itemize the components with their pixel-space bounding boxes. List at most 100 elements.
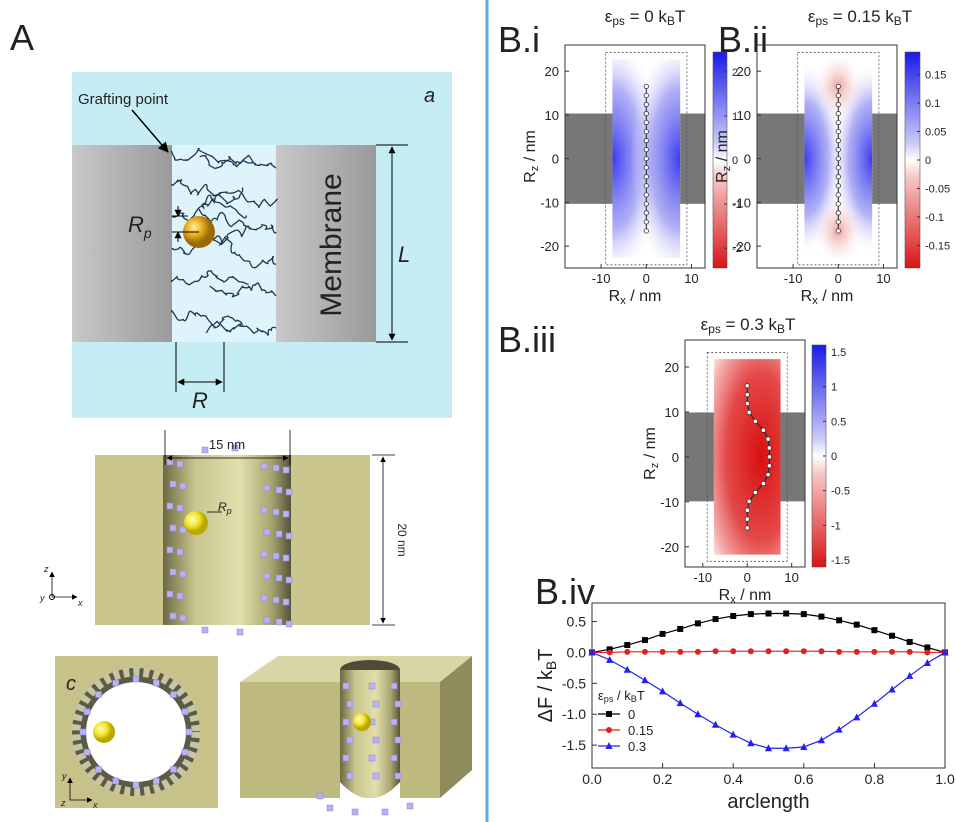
grafting-point xyxy=(170,613,176,619)
grafting-point xyxy=(373,737,379,743)
bead xyxy=(644,202,648,206)
marker xyxy=(801,611,807,617)
bead xyxy=(836,120,840,124)
y-tick-label: -20 xyxy=(732,239,751,254)
membrane-block xyxy=(680,114,705,204)
bead xyxy=(836,166,840,170)
text-part: / k xyxy=(613,688,631,703)
colorbar-tick-label: 0 xyxy=(925,155,931,167)
pore xyxy=(163,455,291,625)
y-tick-label: -1.0 xyxy=(562,706,586,722)
colorbar-tick-label: 0.15 xyxy=(925,70,946,82)
x-tick-label: 0.8 xyxy=(865,771,885,787)
bead xyxy=(644,147,648,151)
marker xyxy=(695,620,701,626)
membrane-block xyxy=(685,412,714,501)
panel-label: B.iv xyxy=(535,571,595,612)
y-axis-label: Rz / nm xyxy=(522,130,541,183)
bead xyxy=(745,517,749,521)
grafting-point xyxy=(343,719,349,725)
bead xyxy=(836,102,840,106)
marker xyxy=(695,649,701,655)
bead xyxy=(836,202,840,206)
bead xyxy=(836,111,840,115)
text-part: / nm xyxy=(736,587,772,604)
y-tick-label: 10 xyxy=(545,108,559,123)
bead xyxy=(747,499,751,503)
panel-label: B.ii xyxy=(718,19,768,60)
grafting-point xyxy=(170,766,176,772)
colorbar-tick-label: 0 xyxy=(831,451,837,463)
particle xyxy=(353,713,371,731)
marker xyxy=(836,649,842,655)
panel-sublabel: c xyxy=(66,673,76,695)
bead xyxy=(745,526,749,530)
marker xyxy=(854,622,860,628)
bead xyxy=(767,464,771,468)
grafting-point xyxy=(261,551,267,557)
bead xyxy=(766,472,770,476)
x-tick-label: 1.0 xyxy=(935,771,955,787)
bead xyxy=(836,220,840,224)
bead xyxy=(767,455,771,459)
y-tick-label: 0 xyxy=(672,450,679,465)
bead xyxy=(745,401,749,405)
grafting-point xyxy=(283,599,289,605)
marker xyxy=(871,649,877,655)
contour-plot: -10010-20-10010201.510.50-0.5-1-1.5Rx / … xyxy=(642,306,850,608)
bead xyxy=(836,156,840,160)
marker xyxy=(907,649,913,655)
axis-label: z xyxy=(43,564,49,574)
y-tick-label: -20 xyxy=(540,239,559,254)
grafting-point xyxy=(167,547,173,553)
bead xyxy=(766,437,770,441)
colorbar-tick-label: -0.05 xyxy=(925,183,950,195)
x-tick-label: 0 xyxy=(643,271,650,286)
grafting-point xyxy=(237,629,243,635)
grafting-point xyxy=(286,533,292,539)
grafting-point xyxy=(382,809,388,815)
colorbar-tick-label: -0.5 xyxy=(831,486,850,498)
colorbar-tick-label: 0.5 xyxy=(831,416,846,428)
grafting-point xyxy=(407,803,413,809)
chart-title: εps = 0 kBT xyxy=(605,7,686,28)
height-label: 20 nm xyxy=(395,523,409,556)
particle xyxy=(184,511,208,535)
chart-title: εps = 0.15 kBT xyxy=(808,7,912,28)
x-tick-label: 0 xyxy=(835,271,842,286)
bead xyxy=(836,229,840,233)
marker xyxy=(713,648,719,654)
marker xyxy=(607,649,613,655)
legend-label: 0.15 xyxy=(628,723,653,738)
grafting-point xyxy=(170,569,176,575)
grafting-point xyxy=(113,680,119,686)
grafting-point xyxy=(177,461,183,467)
grafting-point xyxy=(373,701,379,707)
chart-title: εps = 0.3 kBT xyxy=(701,315,796,336)
page: { "panel_a": { "label": "A", "schematic_… xyxy=(0,0,956,822)
subscript: p xyxy=(143,225,152,241)
grafting-point xyxy=(286,621,292,627)
grafting-point xyxy=(170,481,176,487)
text-part: / nm xyxy=(818,288,854,305)
subscript: B xyxy=(894,14,902,28)
grafting-point xyxy=(327,805,333,811)
x-tick-label: -10 xyxy=(693,570,712,585)
grafting-point xyxy=(286,489,292,495)
text-part: ΔF / k xyxy=(535,669,557,722)
y-tick-label: -0.5 xyxy=(562,675,586,691)
x-axis-label: arclength xyxy=(727,791,809,813)
y-tick-label: 0.0 xyxy=(567,644,587,660)
marker xyxy=(783,648,789,654)
bead xyxy=(644,138,648,142)
grafting-point xyxy=(317,793,323,799)
text-part: T xyxy=(902,7,912,26)
grafting-point xyxy=(343,755,349,761)
bead xyxy=(761,481,765,485)
figure: A Rp Grafting point a Membrane L R Rp xyxy=(0,0,956,822)
bead xyxy=(836,138,840,142)
y-tick-label: 10 xyxy=(737,108,751,123)
bead xyxy=(745,508,749,512)
line-chart: 0.00.20.40.60.81.00.50.0-0.5-1.0-1.5εps … xyxy=(535,603,955,813)
